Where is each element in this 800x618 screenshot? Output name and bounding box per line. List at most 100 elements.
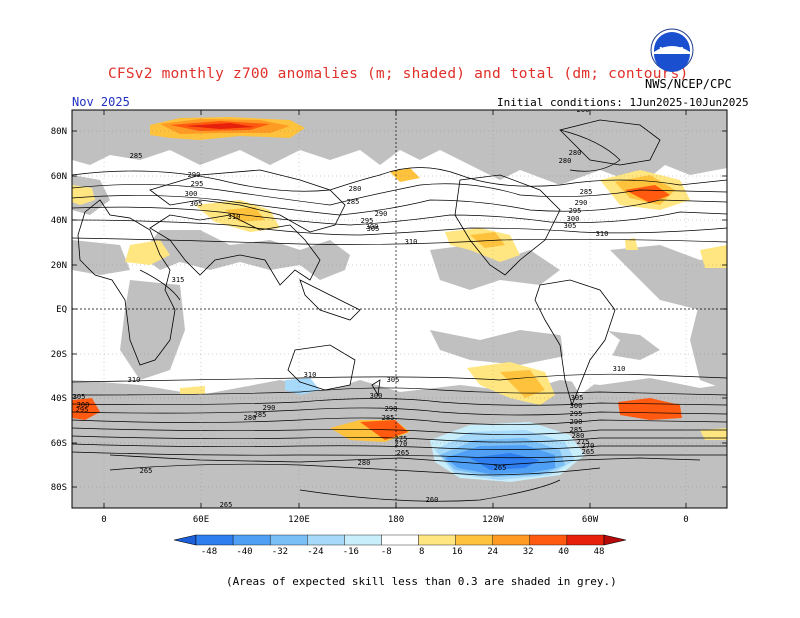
contour-label: 280 (572, 432, 585, 440)
contour-label: 280 (559, 157, 572, 165)
longitude-axis: 0 60E 120E 180 120W 60W 0 (101, 110, 689, 525)
coastlines (77, 119, 701, 466)
contour-label: 285 (254, 411, 267, 419)
lon-tick-label: 120W (482, 515, 504, 525)
contour-label: 275 (395, 435, 408, 443)
lon-tick-label: 60E (193, 515, 209, 525)
contour-label: 285 (347, 198, 360, 206)
colorbar-label: -8 (381, 547, 392, 557)
contour-label: 300 (567, 215, 580, 223)
contour-label: 305 (73, 393, 86, 401)
colorbar-label: 32 (523, 547, 534, 557)
contour-label: 280 (349, 185, 362, 193)
forecast-month: Nov 2025 (72, 95, 130, 109)
colorbar-swatch (418, 534, 456, 546)
contour-label: 310 (228, 213, 241, 221)
contour-label: 300 (185, 190, 198, 198)
contour-label: 305 (387, 376, 400, 384)
colorbar-swatch (232, 534, 271, 546)
lon-tick-label: 0 (683, 515, 688, 525)
contour-label: 285 (570, 426, 583, 434)
lat-tick-label: 20N (51, 261, 67, 271)
colorbar-swatch (455, 534, 493, 546)
lat-tick-label: 60S (51, 439, 67, 449)
contour-label: 265 (220, 501, 233, 509)
colorbar-swatch (307, 534, 345, 546)
colorbar-swatch (344, 534, 382, 546)
contour-label: 300 (77, 401, 90, 409)
contour-label: 290 (375, 210, 388, 218)
contour-label: 310 (128, 376, 141, 384)
contour-label: 280 (244, 414, 257, 422)
colorbar-swatch (381, 534, 419, 546)
contour-label: 295 (570, 410, 583, 418)
lon-tick-label: 60W (582, 515, 599, 525)
map-panel: 2852902953003053102802852902953003053102… (72, 106, 727, 509)
contour-label: 290 (263, 404, 276, 412)
colorbar: -48 -40 -32 -24 -16 -8 8 16 24 32 40 48 (173, 534, 627, 557)
contour-label: 265 (582, 448, 595, 456)
colorbar-swatch (195, 534, 234, 546)
contour-label: 285 (580, 188, 593, 196)
contour-label: 300 (570, 402, 583, 410)
contour-label: 270 (395, 440, 408, 448)
colorbar-label: -24 (307, 547, 323, 557)
contour-label: 260 (577, 106, 590, 114)
contour-label: 305 (367, 225, 380, 233)
contour-label: 295 (361, 217, 374, 225)
lat-tick-label: EQ (56, 305, 67, 315)
contour-label: 265 (494, 464, 507, 472)
contour-label: 290 (570, 418, 583, 426)
colorbar-swatch (566, 534, 605, 546)
contour-label: 310 (304, 371, 317, 379)
chart-title: CFSv2 monthly z700 anomalies (m; shaded)… (108, 66, 689, 82)
colorbar-label: 40 (558, 547, 569, 557)
contour-label: 265 (397, 449, 410, 457)
contour-label: 305 (190, 200, 203, 208)
contour-label: 290 (188, 171, 201, 179)
height-contours (72, 129, 727, 502)
contour-label: 295 (76, 406, 89, 414)
colorbar-label: -32 (272, 547, 288, 557)
contour-label: 305 (564, 222, 577, 230)
agency-label: NWS/NCEP/CPC (645, 77, 732, 91)
contour-labels: 2852902953003053102802852902953003053102… (73, 106, 626, 509)
contour-label: 310 (405, 238, 418, 246)
colorbar-label: -40 (236, 547, 252, 557)
contour-label: 285 (130, 152, 143, 160)
contour-label: 295 (191, 180, 204, 188)
colorbar-label: 24 (487, 547, 498, 557)
low-skill-mask (72, 110, 727, 508)
lat-tick-label: 40N (51, 216, 67, 226)
colorbar-label: 8 (419, 547, 424, 557)
lat-tick-label: 20S (51, 350, 67, 360)
contour-label: 280 (569, 149, 582, 157)
contour-label: 295 (569, 207, 582, 215)
contour-label: 285 (382, 414, 395, 422)
colorbar-label: 48 (594, 547, 605, 557)
contour-label: 270 (582, 442, 595, 450)
contour-label: 260 (426, 496, 439, 504)
contour-label: 265 (140, 467, 153, 475)
contour-label: 275 (577, 438, 590, 446)
contour-label: 305 (571, 394, 584, 402)
colorbar-swatch (269, 534, 308, 546)
contour-label: 315 (172, 276, 185, 284)
contour-label: 290 (385, 405, 398, 413)
latitude-axis: 80N 60N 40N 20N EQ 20S 40S 60S 80S (51, 127, 727, 493)
lat-tick-label: 80S (51, 483, 67, 493)
skill-footnote: (Areas of expected skill less than 0.3 a… (226, 575, 617, 588)
contour-label: 290 (575, 199, 588, 207)
lon-tick-label: 0 (101, 515, 106, 525)
colorbar-swatch (492, 534, 531, 546)
lon-tick-label: 120E (288, 515, 310, 525)
colorbar-arrow-left (173, 534, 197, 546)
noaa-logo-icon: NOAA (650, 28, 694, 72)
contour-label: 280 (358, 459, 371, 467)
contour-label: 310 (613, 365, 626, 373)
contour-label: 300 (366, 223, 379, 231)
lat-tick-label: 60N (51, 172, 67, 182)
colorbar-label: -16 (343, 547, 359, 557)
lat-tick-label: 80N (51, 127, 67, 137)
